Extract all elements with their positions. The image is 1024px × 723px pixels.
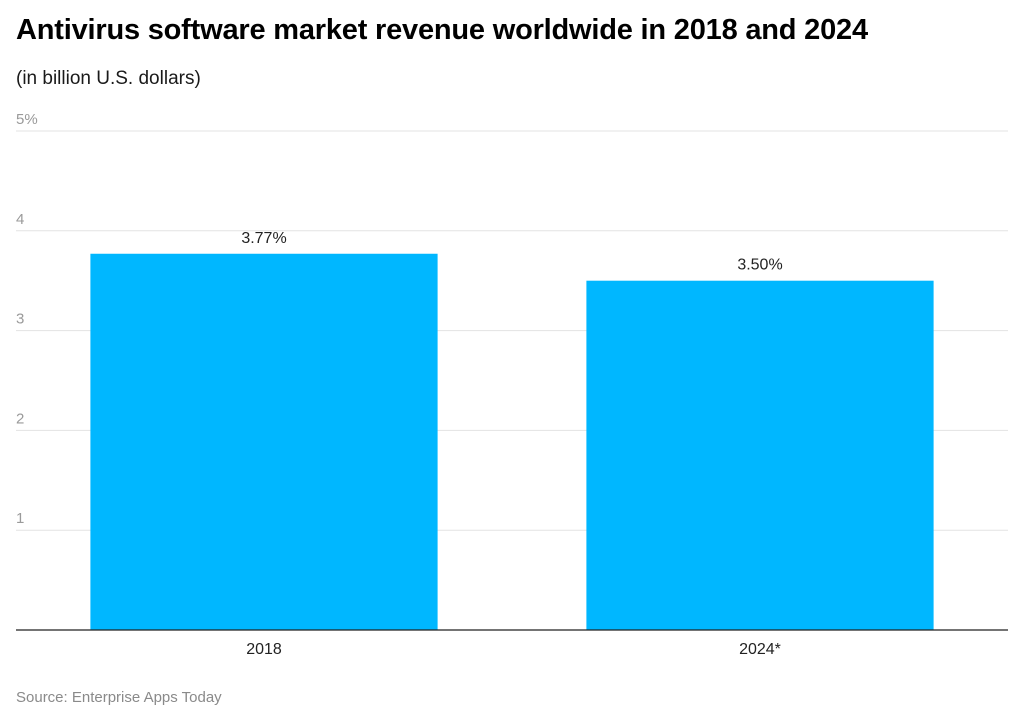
y-tick-label: 2 <box>16 410 24 427</box>
data-label: 3.77% <box>241 230 286 247</box>
y-tick-label: 5% <box>16 111 38 128</box>
x-tick-label: 2018 <box>246 641 282 658</box>
data-label: 3.50% <box>737 257 782 274</box>
axes: 2018 2024* <box>16 629 1008 658</box>
bars <box>90 253 934 630</box>
y-tick-label: 4 <box>16 211 24 228</box>
y-tick-label: 3 <box>16 311 24 328</box>
data-labels: 3.77% 3.50% <box>241 230 782 274</box>
source-note: Source: Enterprise Apps Today <box>16 689 222 706</box>
bar <box>90 253 438 630</box>
bar <box>586 280 934 630</box>
bar-chart: 1 2 3 4 5% 3.77% 3.50% 2018 2024* <box>16 111 1008 658</box>
chart-subtitle: (in billion U.S. dollars) <box>16 68 201 89</box>
y-tick-label: 1 <box>16 510 24 527</box>
x-tick-label: 2024* <box>739 641 781 658</box>
chart-title: Antivirus software market revenue worldw… <box>16 14 868 46</box>
